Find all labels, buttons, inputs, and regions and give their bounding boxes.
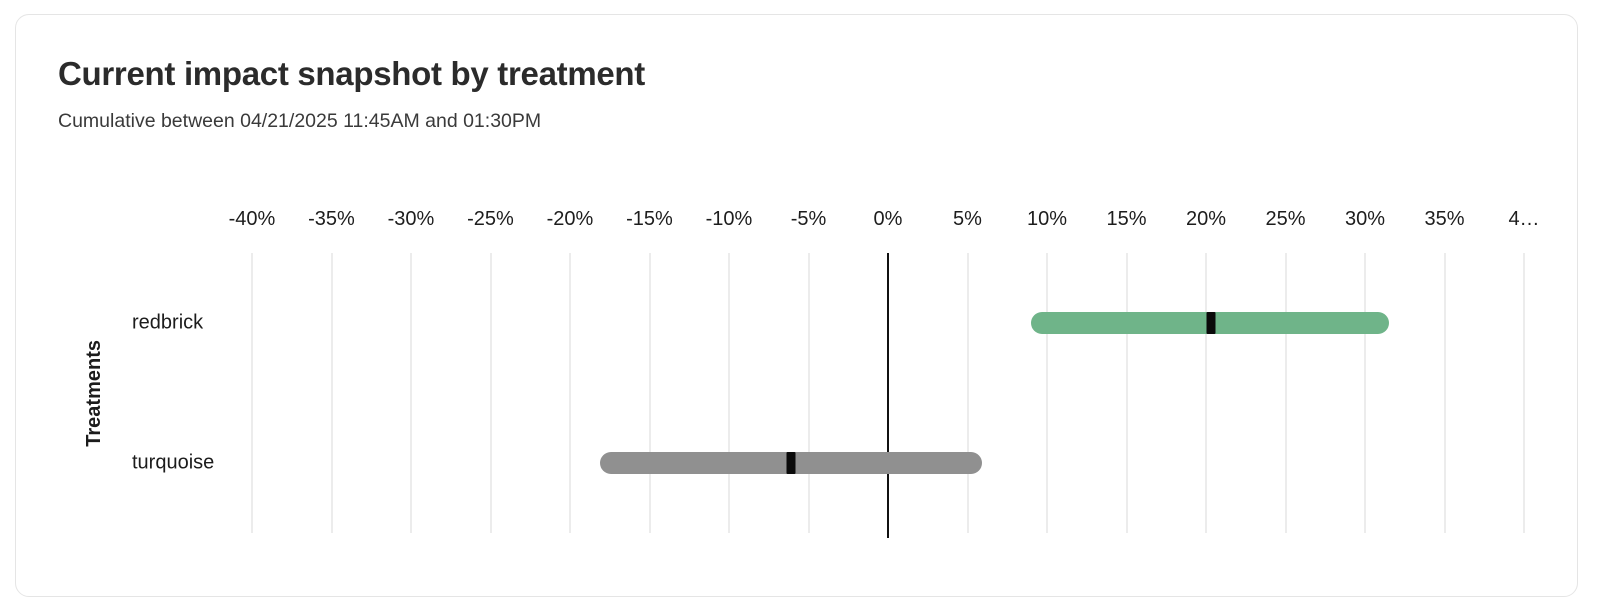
- x-tick-label-25: 25%: [1265, 208, 1306, 230]
- chart-subtitle: Cumulative between 04/21/2025 11:45AM an…: [58, 110, 542, 132]
- impact-snapshot-card: Current impact snapshot by treatment Cum…: [15, 14, 1578, 597]
- x-tick-label-30: 30%: [1344, 208, 1386, 230]
- point-estimate-marker-turquoise: [786, 452, 796, 474]
- chart-title: Current impact snapshot by treatment: [58, 55, 645, 92]
- gridline-10: [1046, 253, 1048, 533]
- x-tick-label-40: 4…: [1508, 208, 1540, 230]
- x-tick-label-20: 20%: [1185, 208, 1227, 230]
- gridline-40: [1523, 253, 1525, 533]
- x-tick-label-0: 0%: [873, 208, 903, 230]
- x-tick-label-10: 10%: [1026, 208, 1068, 230]
- x-tick-label-35: 35%: [1424, 208, 1465, 230]
- gridline-20: [1205, 253, 1207, 533]
- point-estimate-marker-redbrick: [1206, 312, 1216, 334]
- zero-axis-line: [887, 253, 889, 538]
- x-tick-label--40: -40%: [228, 208, 276, 230]
- gridline-35: [1443, 253, 1446, 533]
- gridline--20: [569, 253, 571, 533]
- x-axis-scale: -40% -35% -30% -25% -20% -15% -10% -5% 0% 5% 10% 15…: [229, 207, 1540, 233]
- x-tick-label--5: -5%: [790, 208, 827, 230]
- gridline-5: [966, 253, 969, 533]
- x-tick-label--15: -15%: [626, 208, 673, 230]
- category-label-redbrick: redbrick: [132, 311, 204, 334]
- gridline-30: [1364, 253, 1366, 533]
- x-tick-label--10: -10%: [705, 208, 753, 230]
- x-tick-label--30: -30%: [387, 208, 435, 230]
- x-tick-label--20: -20%: [546, 208, 594, 230]
- gridline--25: [489, 253, 492, 533]
- gridline--10: [728, 253, 730, 533]
- category-label-turquoise: turquoise: [132, 451, 215, 474]
- gridline-15: [1125, 253, 1128, 533]
- gridline--40: [251, 253, 253, 533]
- category-labels: redbrick turquoise: [16, 253, 241, 533]
- x-tick-label-15: 15%: [1106, 208, 1147, 230]
- x-tick-label--35: -35%: [308, 208, 355, 230]
- gridline--15: [648, 253, 651, 533]
- plot-area: [241, 253, 1541, 538]
- x-tick-label-5: 5%: [953, 208, 982, 230]
- x-tick-label--25: -25%: [467, 208, 514, 230]
- x-axis: -40% -35% -30% -25% -20% -15% -10% -5% 0% 5% 10% 15…: [229, 207, 1541, 233]
- gridline--5: [807, 253, 810, 533]
- gridline-25: [1284, 253, 1287, 533]
- gridline--30: [410, 253, 412, 533]
- gridline--35: [330, 253, 333, 533]
- plot-scale: [251, 253, 1525, 538]
